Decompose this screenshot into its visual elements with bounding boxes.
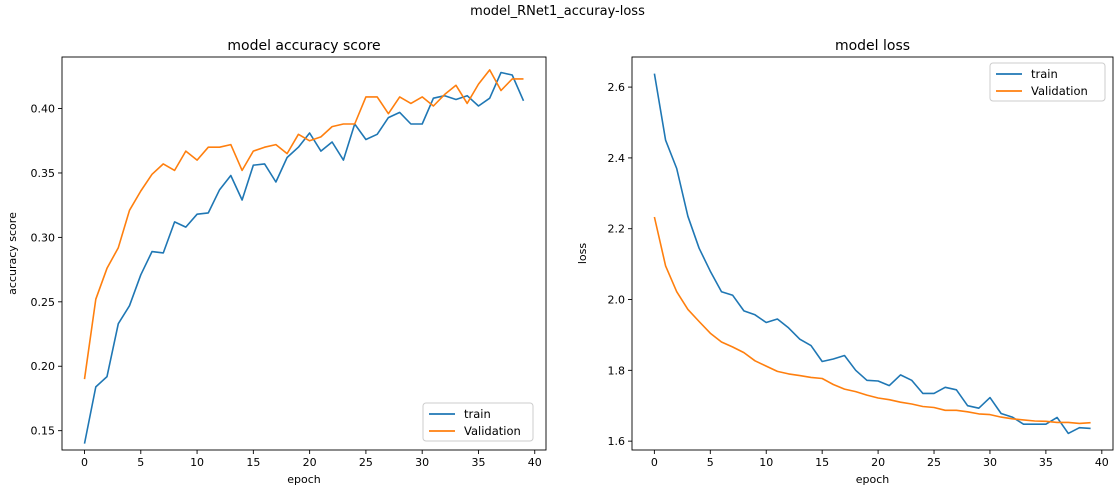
x-axis-label: epoch bbox=[287, 473, 321, 486]
y-tick-label: 2.4 bbox=[608, 152, 626, 165]
series-line-validation bbox=[653, 216, 1091, 425]
y-axis-label: loss bbox=[576, 243, 589, 265]
plot-frame bbox=[61, 56, 547, 451]
x-tick-label: 20 bbox=[871, 456, 885, 469]
legend: train Validation bbox=[422, 402, 534, 442]
loss-chart: model loss 0 5 10 15 20 25 30 35 40 1.6 1.8 2.0 2.2 2.… bbox=[576, 38, 1114, 486]
x-tick-label: 10 bbox=[759, 456, 773, 469]
y-tick-label: 0.15 bbox=[31, 425, 56, 438]
legend-label-train: train bbox=[464, 407, 491, 421]
legend: train Validation bbox=[989, 62, 1106, 102]
x-tick-label: 5 bbox=[707, 456, 714, 469]
figure-suptitle: model_RNet1_accuray-loss bbox=[470, 4, 645, 19]
y-tick-label: 0.30 bbox=[31, 231, 56, 244]
series-line-train bbox=[653, 73, 1091, 435]
y-tick-label: 2.0 bbox=[608, 294, 626, 307]
chart-title: model accuracy score bbox=[227, 38, 380, 54]
x-tick-label: 35 bbox=[471, 456, 485, 469]
plot-frame bbox=[631, 56, 1114, 451]
accuracy-chart: model accuracy score 0 5 10 15 20 25 30 35 40 0.15… bbox=[6, 38, 547, 486]
y-tick-label: 0.40 bbox=[31, 103, 56, 116]
x-tick-label: 40 bbox=[528, 456, 542, 469]
x-tick-label: 35 bbox=[1039, 456, 1053, 469]
y-tick-label: 1.6 bbox=[608, 435, 626, 448]
x-tick-label: 30 bbox=[415, 456, 429, 469]
y-tick-label: 2.6 bbox=[608, 81, 626, 94]
x-tick-label: 5 bbox=[137, 456, 144, 469]
series-line-validation bbox=[83, 69, 524, 380]
x-tick-label: 15 bbox=[246, 456, 260, 469]
y-tick-label: 0.20 bbox=[31, 360, 56, 373]
x-tick-label: 25 bbox=[927, 456, 941, 469]
legend-label-validation: Validation bbox=[464, 424, 521, 438]
x-tick-label: 20 bbox=[303, 456, 317, 469]
legend-label-validation: Validation bbox=[1031, 84, 1088, 98]
y-axis-label: accuracy score bbox=[6, 212, 19, 295]
x-tick-label: 0 bbox=[81, 456, 88, 469]
x-tick-label: 0 bbox=[651, 456, 658, 469]
x-tick-label: 10 bbox=[190, 456, 204, 469]
series-line-train bbox=[83, 71, 525, 444]
chart-title: model loss bbox=[835, 38, 910, 54]
x-tick-label: 30 bbox=[983, 456, 997, 469]
x-tick-label: 25 bbox=[359, 456, 373, 469]
y-tick-label: 2.2 bbox=[608, 223, 626, 236]
x-tick-label: 40 bbox=[1095, 456, 1109, 469]
x-tick-label: 15 bbox=[815, 456, 829, 469]
legend-label-train: train bbox=[1031, 67, 1058, 81]
y-tick-label: 1.8 bbox=[608, 364, 626, 377]
y-tick-label: 0.35 bbox=[31, 167, 56, 180]
y-tick-label: 0.25 bbox=[31, 296, 56, 309]
x-axis-label: epoch bbox=[856, 473, 890, 486]
